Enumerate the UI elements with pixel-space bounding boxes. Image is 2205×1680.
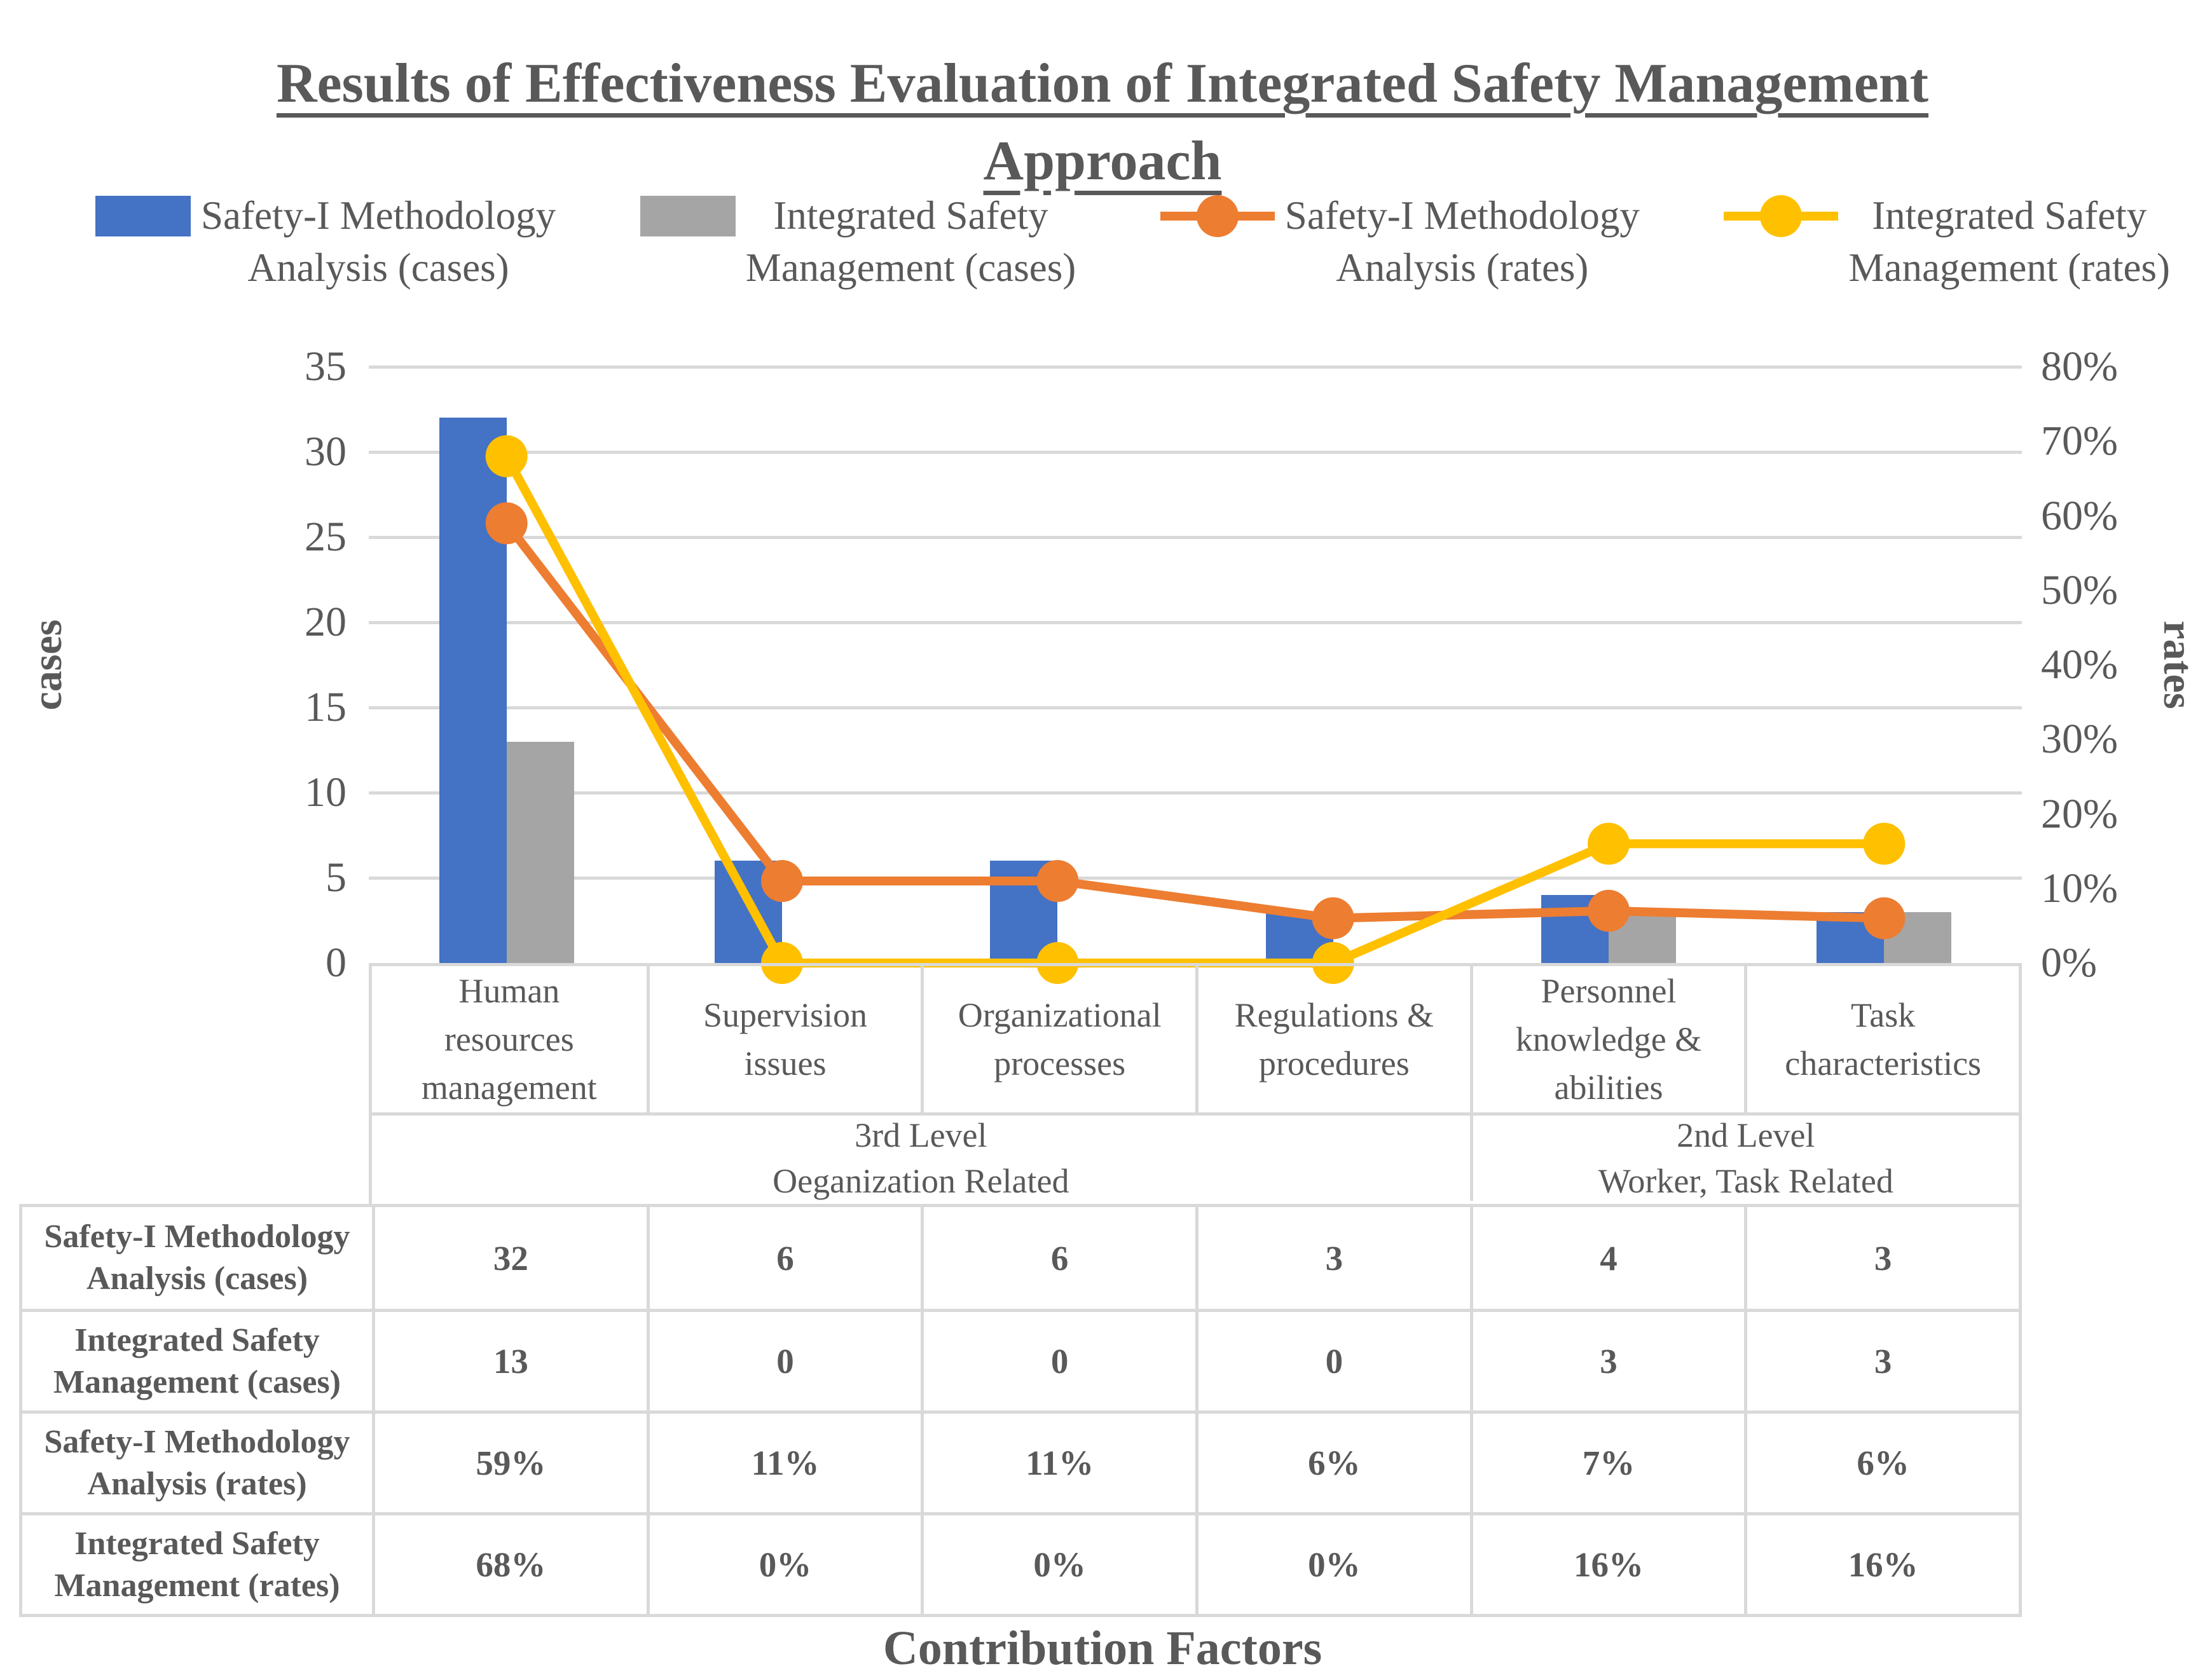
left-axis-tick-label: 15 [305,684,347,730]
table-cell: 3 [1195,1207,1470,1309]
right-axis-tick-label: 0% [2041,939,2097,986]
table-cell: 68% [372,1512,647,1614]
group-label: 3rd Level Oeganization Related [773,1116,1069,1200]
table-cell: 0% [1195,1512,1470,1614]
gridline [369,365,2022,369]
table-row-header: Safety-I Methodology Analysis (rates) [22,1410,372,1512]
right-axis-tick-label: 30% [2041,716,2118,763]
table-row-header: Integrated Safety Management (rates) [22,1512,372,1614]
category-label: Regulations & procedures [1195,966,1470,1116]
category-label: Task characteristics [1744,966,2019,1116]
gridline [369,876,2022,880]
table-cell: 13 [372,1309,647,1410]
table-cell: 7% [1469,1410,1745,1512]
marker-safety-i-rates [1863,897,1906,939]
legend-line-marker-swatch-icon [1724,195,1839,237]
rate-lines-layer [485,435,1906,984]
category-label: Organizational processes [921,966,1195,1116]
table-cell: 16% [1744,1512,2019,1614]
data-table: Safety-I Methodology Analysis (cases) 32 6… [19,1204,2022,1617]
legend-item-label: Safety-I Methodology Analysis (cases) [201,193,556,290]
left-axis-tick-label: 35 [305,343,347,390]
legend-item-4: Integrated Safety Management (rates) [1724,189,2170,294]
marker-safety-i-rates [1036,860,1079,903]
right-axis-tick-label: 40% [2041,641,2118,688]
table-cell: 3 [1469,1309,1745,1410]
right-axis-tick-label: 60% [2041,492,2118,539]
marker-integrated-rates [1588,823,1630,865]
gridline [369,620,2022,624]
legend-item-2: Integrated Safety Management (cases) [640,189,1076,294]
marker-integrated-rates [1863,823,1906,865]
left-axis-tick-label: 0 [326,939,347,986]
table-cell: 11% [646,1410,921,1512]
bar-integrated-cases [506,741,574,963]
table-cell: 6% [1195,1410,1470,1512]
legend-bar-swatch-icon [95,196,191,236]
table-cell: 3 [1744,1207,2019,1309]
plot-area [369,365,2022,984]
legend: Safety-I Methodology Analysis (cases) Int… [95,189,2170,294]
marker-safety-i-rates [485,502,528,545]
table-cell: 16% [1469,1512,1745,1614]
legend-marker-icon [1760,195,1803,237]
table-cell: 11% [921,1410,1195,1512]
legend-item-label: Safety-I Methodology Analysis (rates) [1284,193,1640,290]
right-axis-tick-label: 70% [2041,418,2118,465]
right-axis-tick-label: 20% [2041,790,2118,837]
group-label: 2nd Level Worker, Task Related [1469,1116,2019,1201]
legend-item-label: Integrated Safety Management (cases) [745,193,1076,290]
left-axis-tick-label: 20 [305,599,347,645]
table-cell: 0% [646,1512,921,1614]
legend-item-label: Integrated Safety Management (rates) [1848,193,2170,290]
gridline [369,535,2022,539]
legend-item-1: Safety-I Methodology Analysis (cases) [95,189,556,294]
left-axis-tick-label: 10 [305,769,347,816]
category-label: Supervision issues [646,966,921,1116]
table-row-header: Safety-I Methodology Analysis (cases) [44,1219,350,1297]
left-axis-tick-label: 5 [326,854,347,901]
chart-area: cases rates 0 5 10 15 20 25 30 35 0% 10% 20% 30% 40… [0,345,2205,985]
right-axis-tick-label: 10% [2041,864,2118,912]
table-cell: 6 [921,1207,1195,1309]
category-label: Personnel knowledge & abilities [1469,966,1745,1116]
legend-item-3: Safety-I Methodology Analysis (rates) [1160,189,1640,294]
table-cell: 6 [646,1207,921,1309]
table-cell: 0 [1195,1309,1470,1410]
legend-bar-swatch-icon [640,196,736,236]
line-safety-i-rates [502,519,1889,923]
marker-safety-i-rates [1312,897,1354,939]
table-cell: 3 [1744,1309,2019,1410]
table-cell: 4 [1469,1207,1745,1309]
table-cell: 0% [921,1512,1195,1614]
table-cell: 0 [921,1309,1195,1410]
left-axis-tick-label: 30 [305,428,347,475]
marker-safety-i-rates [761,860,803,903]
category-label: Human resources management [372,966,647,1116]
marker-safety-i-rates [1588,889,1630,932]
x-axis-title: Contribution Factors [883,1622,1322,1675]
gridline [369,706,2022,709]
table-cell: 6% [1744,1410,2019,1512]
right-axis-tick-label: 80% [2041,343,2118,390]
marker-integrated-rates [485,435,528,477]
table-cell: 59% [372,1410,647,1512]
table-cell: 0 [646,1309,921,1410]
table-row-header: Integrated Safety Management (cases) [22,1309,372,1410]
left-axis-title: cases [24,619,71,711]
category-axis-rows: Human resources management Supervision is… [369,963,2022,1204]
line-integrated-rates [502,451,1889,967]
legend-marker-icon [1196,195,1239,237]
chart-title: Results of Effectiveness Evaluation of I… [276,52,1929,192]
table-cell: 32 [372,1207,647,1309]
gridline [369,450,2022,454]
legend-line-marker-swatch-icon [1160,195,1275,237]
left-axis-tick-label: 25 [305,514,347,560]
gridline [369,791,2022,795]
right-axis-tick-label: 50% [2041,566,2118,613]
